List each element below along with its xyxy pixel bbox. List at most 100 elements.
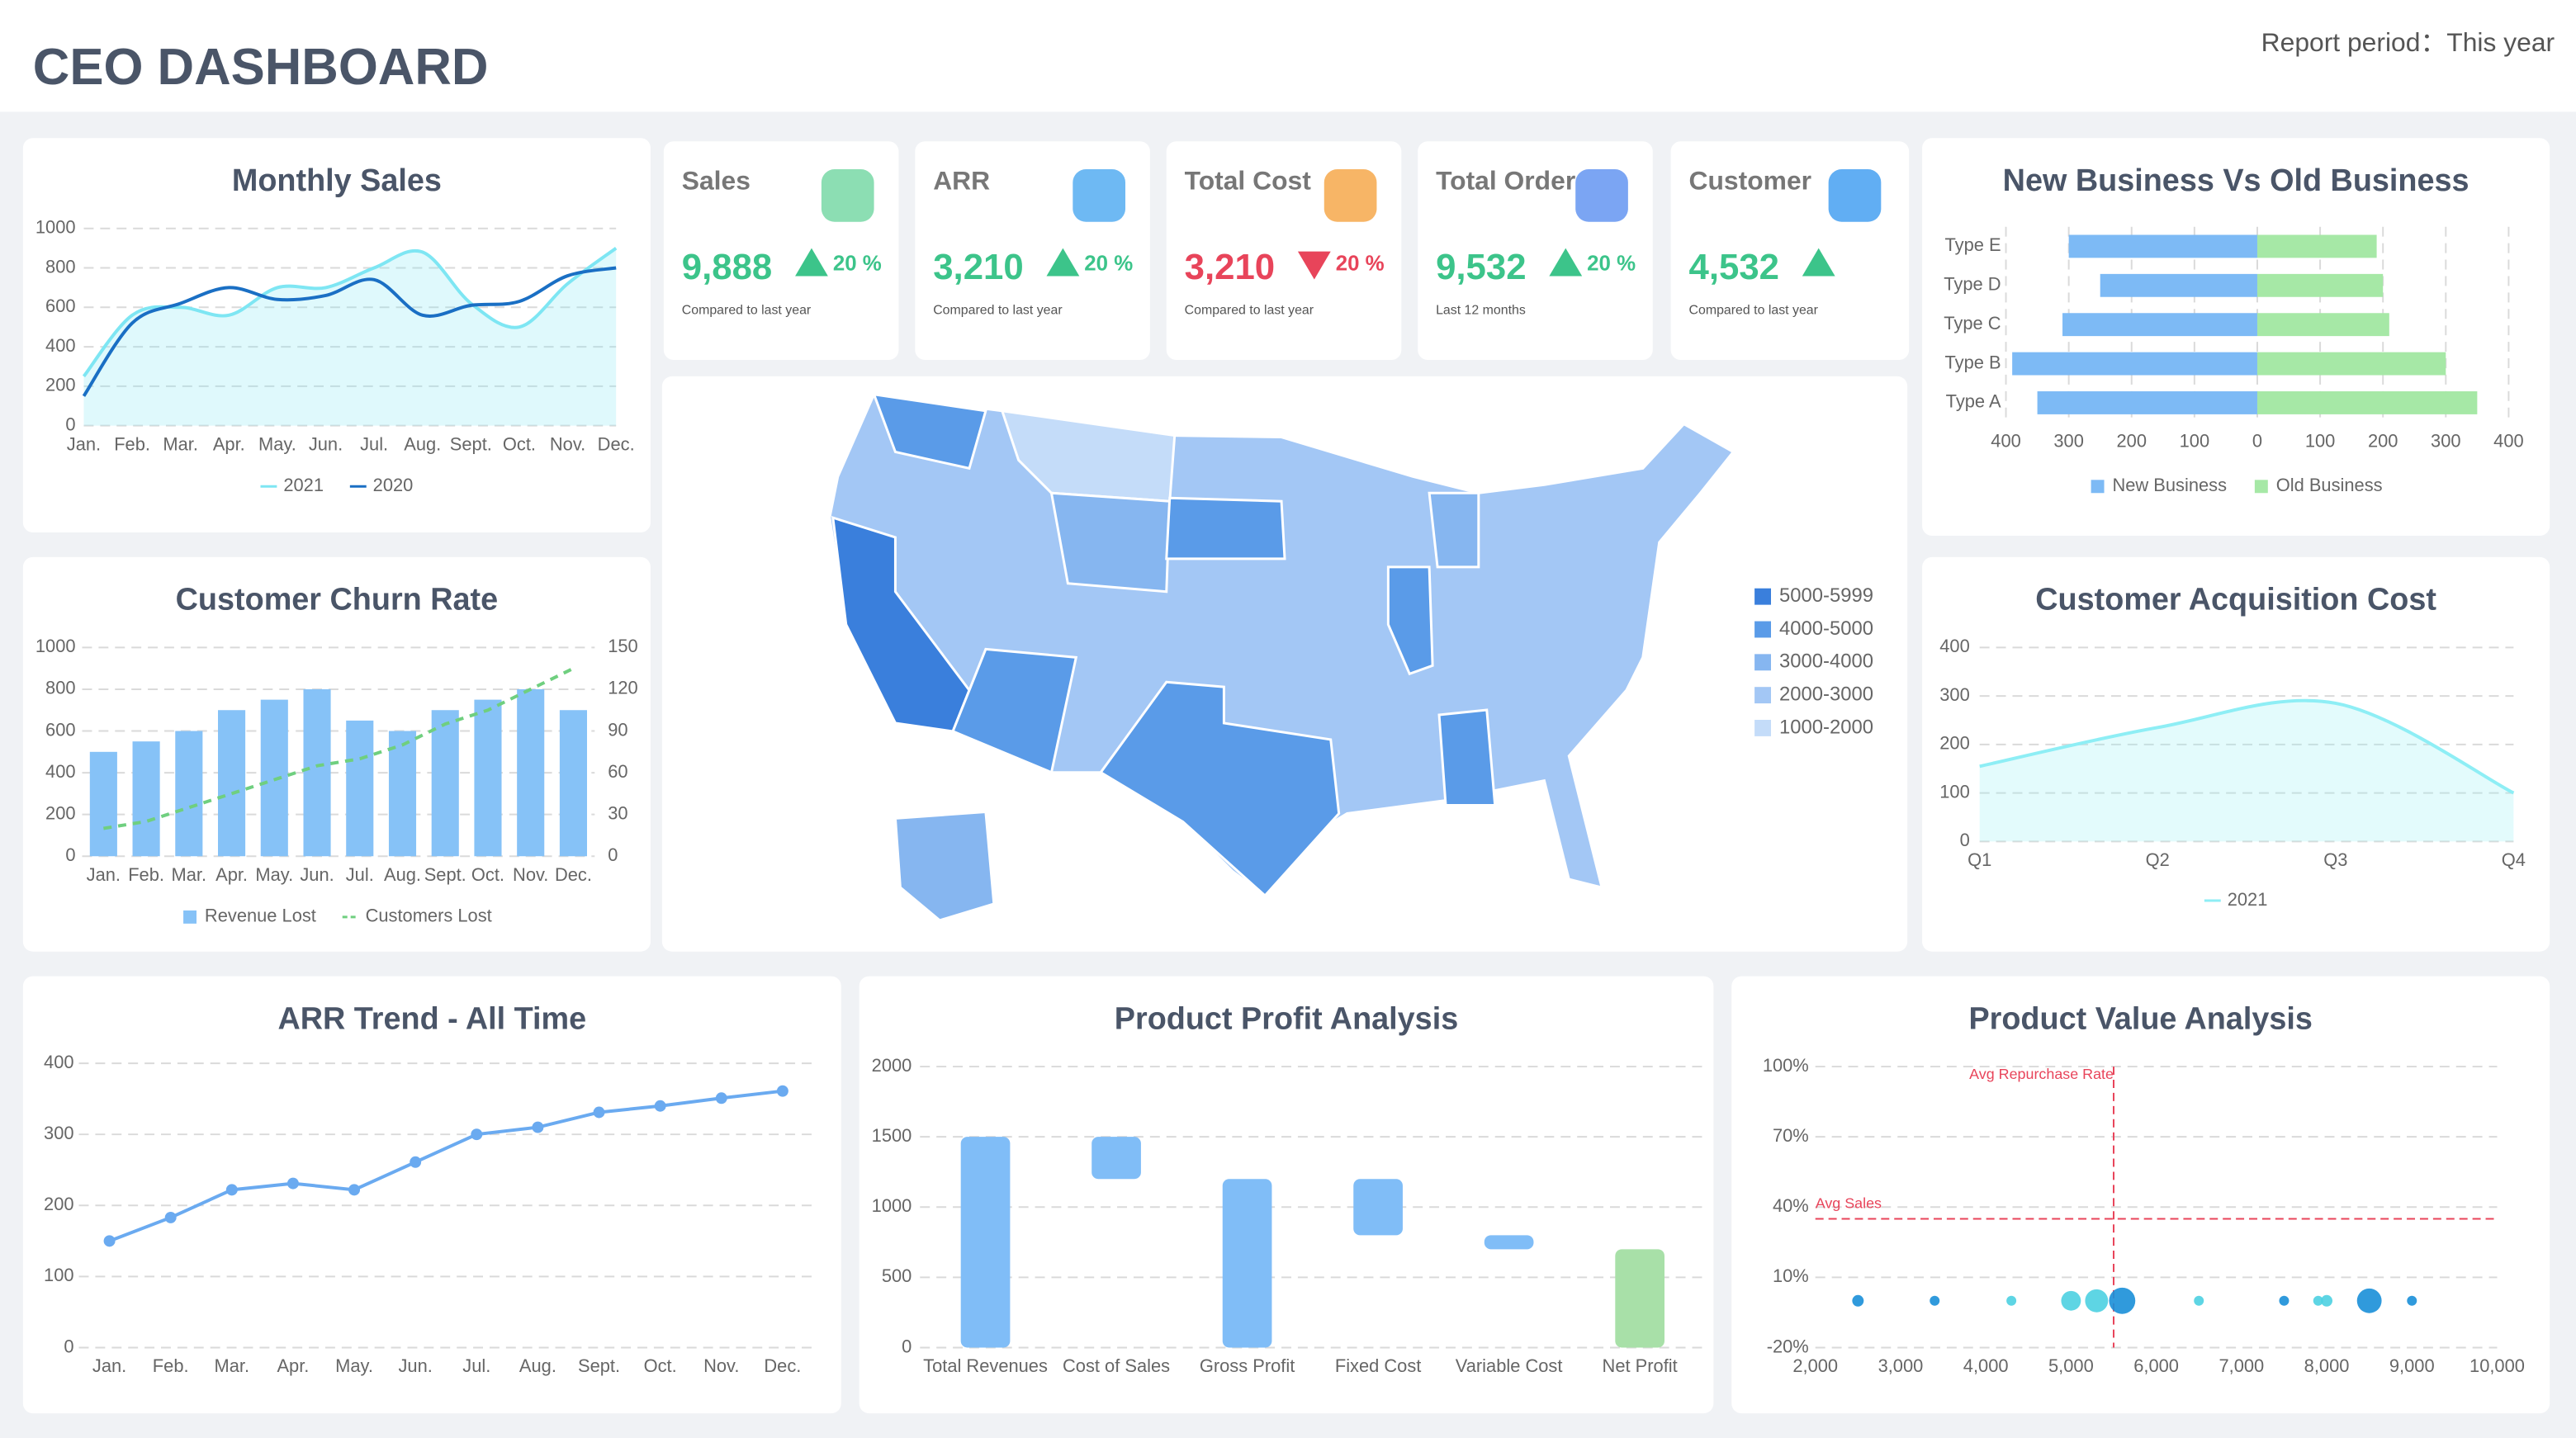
x-tick-label: 2,000 [1792,1355,1838,1376]
bar [1353,1179,1403,1236]
map-legend-label: 4000-5000 [1779,617,1873,640]
bar [132,741,160,857]
x-tick-label: Jul. [462,1355,490,1376]
x-tick-label: 9,000 [2389,1355,2435,1376]
y-tick-label: Type A [1946,391,2001,412]
kpi-arrow [1802,248,1835,277]
y-tick-label: 100 [1939,781,1969,802]
bar [2100,273,2257,297]
map-legend-label: 2000-3000 [1779,683,1873,705]
legend-label: New Business [2112,475,2227,495]
map-region [872,392,987,471]
point [348,1184,361,1196]
x-tick-label: 400 [1991,430,2020,451]
bar [2037,391,2257,414]
y-tick-label: Type B [1944,352,2001,372]
x-tick-label: Jan. [92,1355,126,1376]
y-tick-label: 300 [44,1123,73,1143]
line [108,1089,784,1243]
x-tick-label: Gross Profit [1200,1355,1295,1376]
kpi-title: Total Cost [1185,165,1312,195]
y-tick-label: 60 [608,761,627,782]
bar [1615,1249,1664,1348]
x-tick-label: Nov. [513,864,548,885]
y-tick-label: 600 [45,719,75,740]
y-tick-label: 150 [608,636,637,656]
kpi-icon [1073,169,1126,222]
point [2061,1290,2081,1311]
x-tick-label: Nov. [703,1355,739,1376]
bar [303,688,331,857]
line [82,266,617,397]
x-tick-label: Total Revenues [923,1355,1048,1376]
x-tick-label: Apr. [215,864,248,885]
x-tick-label: 5,000 [2048,1355,2094,1376]
y-tick-label: 2000 [872,1055,912,1076]
kpi-arrow [1046,248,1080,277]
kpi-title: Customer [1689,165,1812,195]
bar [559,710,587,857]
bar [2256,273,2384,297]
x-tick-label: Net Profit [1603,1355,1678,1376]
x-tick-label: 6,000 [2133,1355,2179,1376]
legend-label: 2020 [373,475,414,495]
map-region [1437,708,1497,807]
area [83,248,617,426]
kpi-icon [821,169,874,222]
x-tick-label: 0 [2252,430,2262,451]
x-tick-label: 7,000 [2218,1355,2264,1376]
x-tick-label: Feb. [128,864,164,885]
point [2321,1294,2333,1307]
y-tick-label: 10% [1773,1265,1809,1286]
bar [2256,391,2478,414]
chart-title: New Business Vs Old Business [2003,163,2469,198]
y-tick-label: 100 [44,1265,73,1285]
bar [1222,1179,1272,1348]
x-tick-label: Aug. [384,864,421,885]
map-region [951,647,1078,774]
x-tick-label: Feb. [114,433,150,454]
y-tick-label: 100% [1763,1055,1809,1076]
map-region [1428,491,1480,569]
area [1979,700,2514,842]
map-region [1386,565,1434,676]
y-tick-label: 400 [45,335,75,356]
x-tick-label: Sept. [450,433,492,454]
kpi-arrow [795,248,828,277]
x-tick-label: 4,000 [1963,1355,2009,1376]
x-tick-label: Jul. [360,433,388,454]
y-tick-label: 800 [45,256,75,277]
point [286,1177,299,1190]
x-tick-label: May. [255,864,293,885]
x-tick-label: 300 [2053,430,2083,451]
x-tick-label: Cost of Sales [1063,1355,1170,1376]
point [2006,1295,2017,1306]
y-tick-label: 30 [608,802,627,823]
map-legend-swatch [1754,621,1771,638]
kpi-change: 20 % [1587,252,1636,275]
x-tick-label: 100 [2180,430,2209,451]
bar [1091,1137,1141,1180]
kpi-icon [1324,169,1377,222]
bar [960,1137,1011,1348]
kpi-icon [1575,169,1628,222]
x-tick-label: Mar. [172,864,207,885]
y-tick-label: 0 [608,844,618,865]
point [471,1128,483,1141]
x-tick-label: 10,000 [2469,1355,2525,1376]
kpi-note: Compared to last year [933,303,1063,317]
y-tick-label: 1000 [872,1195,912,1216]
card [22,138,651,533]
point [654,1100,666,1112]
x-tick-label: Jul. [346,864,374,885]
legend-swatch [2091,480,2105,494]
x-tick-label: Fixed Cost [1335,1355,1422,1376]
point [715,1092,727,1105]
point [2085,1289,2109,1313]
chart-title: Product Value Analysis [1968,1001,2313,1036]
line [82,247,618,378]
reference-label: Avg Repurchase Rate [1969,1066,2114,1082]
report-period[interactable]: Report period：This year [2261,27,2555,57]
